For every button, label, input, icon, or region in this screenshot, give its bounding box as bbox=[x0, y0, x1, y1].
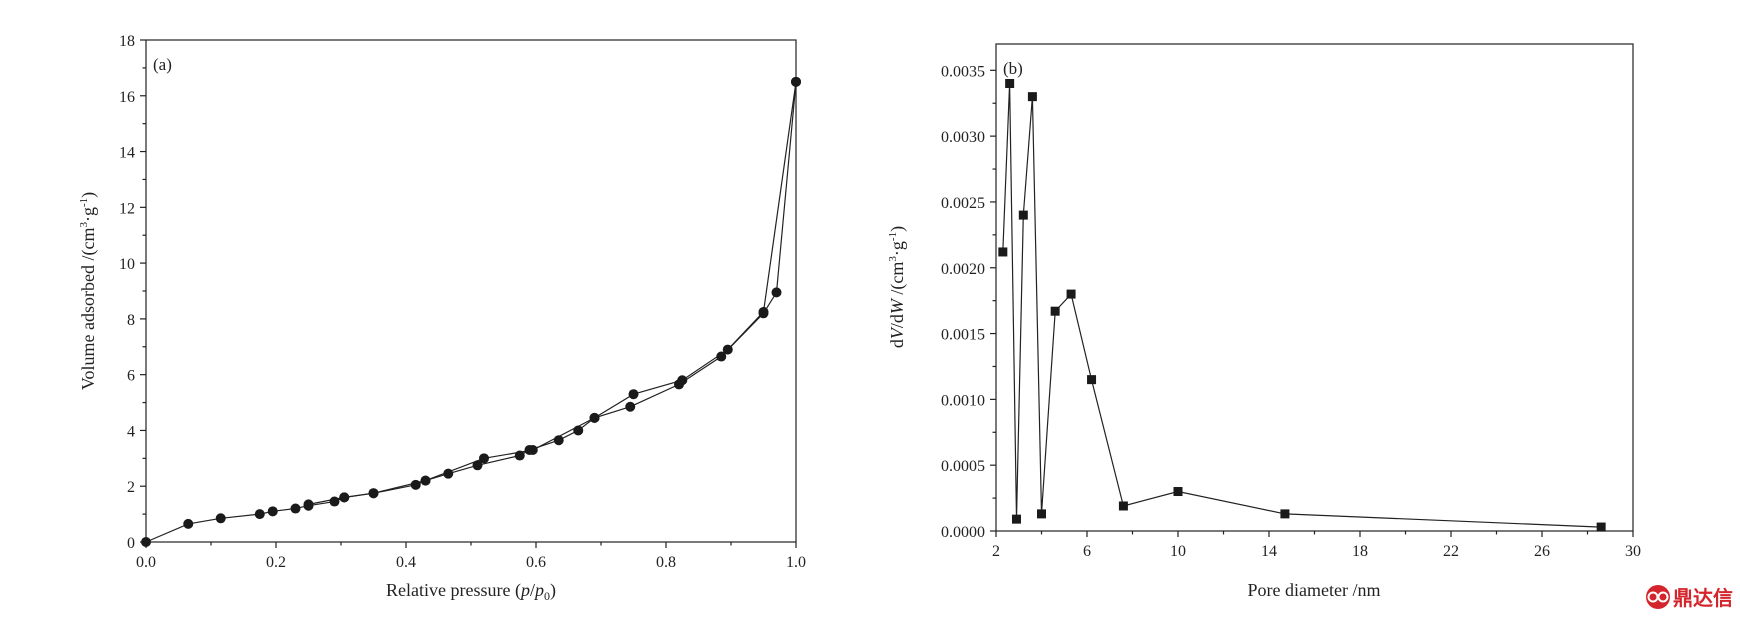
data-point bbox=[329, 496, 340, 507]
y-tick-label: 14 bbox=[119, 145, 135, 162]
x-tick-label: 0.4 bbox=[396, 554, 416, 571]
x-tick-label: 14 bbox=[1261, 543, 1277, 560]
data-point bbox=[183, 518, 194, 529]
data-point bbox=[791, 76, 801, 87]
watermark-text: 鼎达信 bbox=[1673, 586, 1733, 610]
panel-a-y-axis-title: Volume adsorbed /(cm3·g-1) bbox=[78, 192, 99, 390]
y-tick-label: 6 bbox=[127, 368, 135, 385]
panel-a-x-axis: 0.0 0.2 0.4 0.6 0.8 1.0 bbox=[136, 542, 806, 571]
data-point bbox=[1596, 522, 1606, 532]
panel-b-frame bbox=[995, 43, 1634, 532]
data-point bbox=[677, 375, 688, 386]
data-point bbox=[527, 444, 538, 455]
data-point bbox=[1066, 289, 1076, 299]
x-tick-label: 0.2 bbox=[266, 554, 286, 571]
data-point bbox=[758, 306, 769, 317]
y-tick-label: 0.0000 bbox=[941, 524, 985, 541]
y-tick-label: 0 bbox=[127, 535, 135, 552]
y-tick-label: 10 bbox=[119, 256, 135, 273]
x-tick-label: 1.0 bbox=[786, 554, 806, 571]
y-tick-label: 12 bbox=[119, 200, 135, 217]
panel-b-x-axis: 2 6 10 14 18 22 26 30 bbox=[992, 531, 1641, 560]
y-tick-label: 0.0015 bbox=[941, 327, 985, 344]
x-tick-label: 2 bbox=[992, 543, 1000, 560]
data-point bbox=[1005, 78, 1015, 88]
data-point bbox=[303, 499, 314, 510]
series-line-1 bbox=[145, 81, 797, 543]
data-point bbox=[339, 492, 350, 503]
data-point bbox=[1087, 375, 1097, 385]
data-point bbox=[420, 475, 431, 486]
y-tick-label: 8 bbox=[127, 312, 135, 329]
panel-a-x-axis-title: Relative pressure (p/p0) bbox=[386, 580, 556, 603]
y-tick-label: 0.0010 bbox=[941, 392, 985, 409]
panel-a-adsorption-isotherm: (a) 0.0 0.2 0.4 0.6 0.8 1.0 0 2 4 6 8 10 12 14 16 18 R… bbox=[78, 33, 806, 603]
watermark-logo-icon bbox=[1646, 585, 1670, 609]
y-tick-label: 0.0030 bbox=[941, 129, 985, 146]
data-point bbox=[589, 412, 600, 423]
panel-b-y-axis-title: dV/dW /(cm3·g-1) bbox=[887, 226, 908, 348]
y-tick-label: 0.0035 bbox=[941, 63, 985, 80]
data-point bbox=[625, 401, 636, 412]
x-tick-label: 0.0 bbox=[136, 554, 156, 571]
y-tick-label: 0.0025 bbox=[941, 195, 985, 212]
data-point bbox=[722, 344, 733, 355]
x-tick-label: 18 bbox=[1352, 543, 1368, 560]
data-point bbox=[472, 460, 483, 471]
x-tick-label: 10 bbox=[1170, 543, 1186, 560]
data-point bbox=[1118, 501, 1128, 511]
panel-a-markers bbox=[141, 76, 801, 547]
x-tick-label: 30 bbox=[1625, 543, 1641, 560]
data-point bbox=[443, 468, 454, 479]
panel-a-y-axis: 0 2 4 6 8 10 12 14 16 18 bbox=[119, 33, 146, 552]
data-point bbox=[573, 425, 584, 436]
data-point bbox=[514, 450, 525, 461]
data-point bbox=[267, 506, 278, 517]
x-tick-label: 6 bbox=[1083, 543, 1091, 560]
data-point bbox=[1027, 92, 1037, 102]
y-tick-label: 4 bbox=[127, 423, 135, 440]
panel-b-markers bbox=[998, 78, 1606, 532]
y-tick-label: 0.0005 bbox=[941, 458, 985, 475]
panel-a-series-lines bbox=[145, 81, 797, 543]
data-point bbox=[1050, 306, 1060, 316]
data-point bbox=[716, 351, 727, 362]
y-tick-label: 18 bbox=[119, 33, 135, 50]
series-line-1 bbox=[1002, 83, 1602, 528]
data-point bbox=[1011, 514, 1021, 524]
data-point bbox=[628, 389, 639, 400]
data-point bbox=[1173, 487, 1183, 497]
data-point bbox=[771, 287, 782, 298]
data-point bbox=[141, 537, 151, 547]
data-point bbox=[368, 488, 379, 499]
panel-b-label: (b) bbox=[1003, 59, 1023, 78]
panel-b-series-lines bbox=[1002, 83, 1602, 528]
x-tick-label: 22 bbox=[1443, 543, 1459, 560]
data-point bbox=[410, 479, 421, 490]
data-point bbox=[1037, 509, 1046, 519]
x-tick-label: 0.6 bbox=[526, 554, 546, 571]
watermark: 鼎达信 bbox=[1646, 585, 1733, 610]
y-tick-label: 0.0020 bbox=[941, 261, 985, 278]
panel-b-pore-size-distribution: (b) 2 6 10 14 18 22 26 30 0.00000.00050.00100.0… bbox=[887, 43, 1641, 600]
data-point bbox=[479, 453, 489, 464]
y-tick-label: 2 bbox=[127, 479, 135, 496]
y-tick-label: 16 bbox=[119, 89, 135, 106]
data-point bbox=[553, 435, 564, 446]
x-tick-label: 26 bbox=[1534, 543, 1550, 560]
data-point bbox=[998, 247, 1008, 257]
panel-a-label: (a) bbox=[153, 55, 172, 74]
series-line-2 bbox=[308, 81, 797, 505]
x-tick-label: 0.8 bbox=[656, 554, 676, 571]
data-point bbox=[1018, 210, 1028, 220]
panel-b-x-axis-title: Pore diameter /nm bbox=[1248, 580, 1381, 600]
panel-b-y-axis: 0.0000 0.0005 0.0010 0.0015 0.0020 0.0025 0.00… bbox=[941, 63, 996, 541]
data-point bbox=[1280, 509, 1290, 519]
data-point bbox=[215, 513, 226, 524]
data-point bbox=[290, 503, 301, 514]
data-point bbox=[254, 509, 265, 520]
